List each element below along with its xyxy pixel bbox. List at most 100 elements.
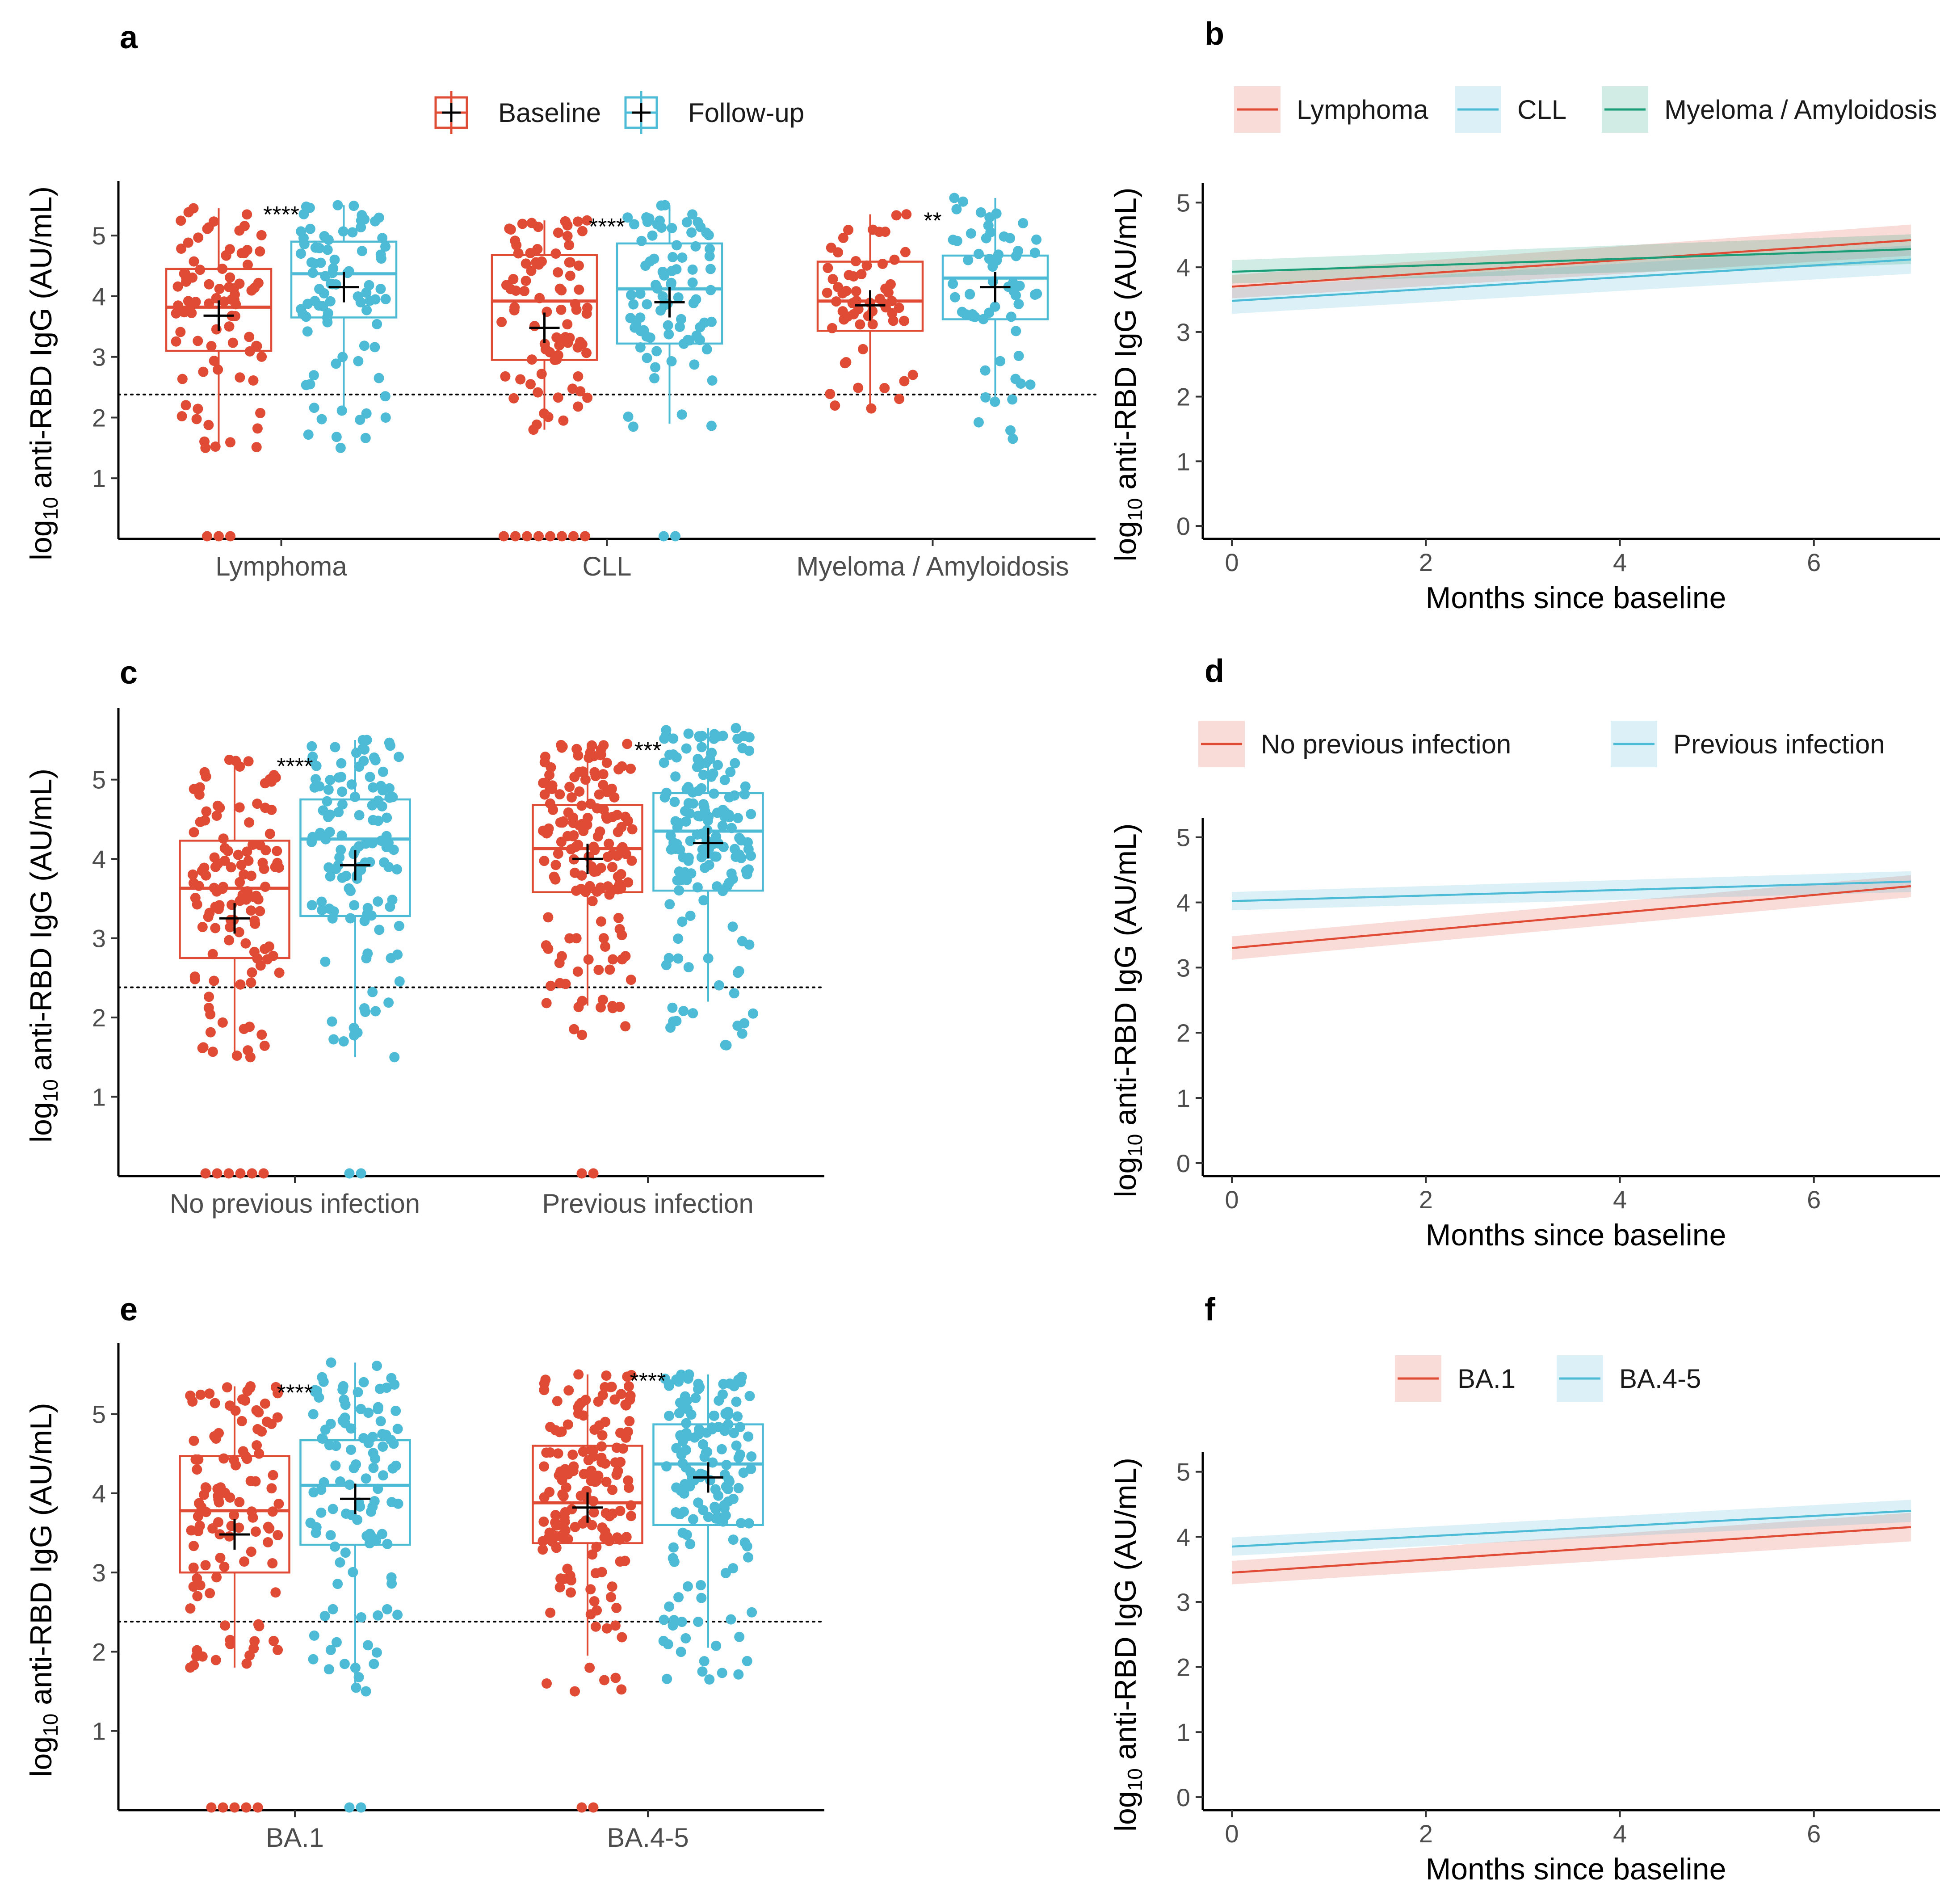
baseline-point <box>200 1560 211 1571</box>
followup-point <box>337 799 348 810</box>
baseline-point <box>274 967 285 978</box>
baseline-point <box>573 750 584 761</box>
baseline-point <box>207 1047 218 1057</box>
baseline-point <box>267 1558 278 1569</box>
baseline-point <box>539 339 550 349</box>
y-tick-label: 2 <box>1176 1019 1190 1047</box>
followup-point <box>1006 311 1016 322</box>
followup-point <box>674 1408 684 1418</box>
baseline-point <box>582 215 592 226</box>
baseline-point <box>597 1390 608 1400</box>
baseline-point <box>273 1388 283 1399</box>
followup-point <box>328 1034 339 1045</box>
followup-point <box>689 359 700 370</box>
followup-point <box>652 283 663 294</box>
baseline-point <box>251 442 262 453</box>
followup-point <box>353 1672 364 1682</box>
baseline-point <box>252 1440 262 1451</box>
baseline-point <box>599 1675 610 1685</box>
baseline-point <box>560 216 571 227</box>
followup-point <box>301 311 311 322</box>
baseline-point <box>538 1516 549 1527</box>
baseline-point <box>190 297 201 307</box>
baseline-point <box>566 1587 576 1598</box>
followup-point <box>712 760 723 770</box>
baseline-point <box>210 923 221 933</box>
followup-point <box>704 251 715 261</box>
baseline-point <box>180 269 191 279</box>
baseline-point <box>584 851 594 862</box>
baseline-point <box>206 340 217 351</box>
followup-point <box>368 1448 378 1458</box>
y-tick-label: 1 <box>92 1717 106 1745</box>
followup-point <box>993 249 1004 260</box>
followup-point <box>635 288 646 299</box>
followup-point <box>694 1383 705 1393</box>
baseline-point <box>210 1398 220 1408</box>
y-axis-title: log10 anti-RBD IgG (AU/mL) <box>24 186 62 560</box>
baseline-point <box>229 1510 239 1521</box>
baseline-point <box>562 231 573 241</box>
baseline-point <box>554 978 565 988</box>
baseline-zero-point <box>576 1802 587 1813</box>
followup-point <box>382 812 392 823</box>
baseline-point <box>622 1426 633 1437</box>
baseline-point <box>273 1645 283 1656</box>
followup-point <box>335 1557 345 1568</box>
legend-label: Previous infection <box>1673 729 1885 759</box>
legend-label: No previous infection <box>1261 729 1511 759</box>
followup-point <box>674 885 684 896</box>
baseline-point <box>562 319 573 330</box>
followup-point <box>649 373 660 383</box>
baseline-point <box>901 209 912 220</box>
baseline-point <box>193 1511 203 1522</box>
followup-point <box>664 749 675 760</box>
baseline-point <box>607 862 617 872</box>
followup-point <box>692 762 702 773</box>
followup-point <box>625 313 636 324</box>
baseline-point <box>176 215 186 226</box>
baseline-point <box>590 771 601 782</box>
followup-point <box>664 899 675 910</box>
followup-point <box>661 725 672 736</box>
baseline-point <box>616 1684 627 1695</box>
followup-point <box>345 886 356 896</box>
baseline-point <box>171 308 181 319</box>
baseline-zero-point <box>235 1168 246 1179</box>
followup-point <box>671 240 682 251</box>
baseline-point <box>617 1632 627 1643</box>
baseline-point <box>848 271 859 282</box>
baseline-point <box>172 281 183 292</box>
baseline-point <box>856 269 867 279</box>
baseline-point <box>508 274 519 285</box>
followup-point <box>376 781 386 791</box>
baseline-point <box>614 1001 625 1012</box>
baseline-point <box>555 1573 566 1584</box>
baseline-point <box>224 1531 235 1542</box>
baseline-point <box>545 798 555 809</box>
followup-point <box>705 285 716 295</box>
baseline-point <box>500 371 511 382</box>
baseline-point <box>515 374 526 385</box>
followup-point <box>678 852 689 863</box>
baseline-point <box>263 1537 273 1547</box>
y-axis-title: log10 anti-RBD IgG (AU/mL) <box>1109 187 1146 561</box>
baseline-point <box>863 311 873 321</box>
followup-point <box>301 380 311 391</box>
baseline-point <box>501 280 512 290</box>
y-tick-label: 4 <box>92 282 106 311</box>
baseline-zero-point <box>588 1802 599 1813</box>
baseline-point <box>193 1454 204 1465</box>
baseline-point <box>554 1582 565 1593</box>
baseline-point <box>617 930 627 941</box>
followup-point <box>970 311 980 322</box>
followup-point <box>337 786 348 797</box>
followup-point <box>663 1379 674 1390</box>
followup-point <box>659 733 670 744</box>
x-tick-label: 6 <box>1807 548 1821 576</box>
baseline-point <box>588 841 599 852</box>
followup-point <box>317 1433 328 1444</box>
followup-point <box>957 196 968 207</box>
followup-point <box>739 1537 750 1548</box>
baseline-point <box>867 319 878 330</box>
